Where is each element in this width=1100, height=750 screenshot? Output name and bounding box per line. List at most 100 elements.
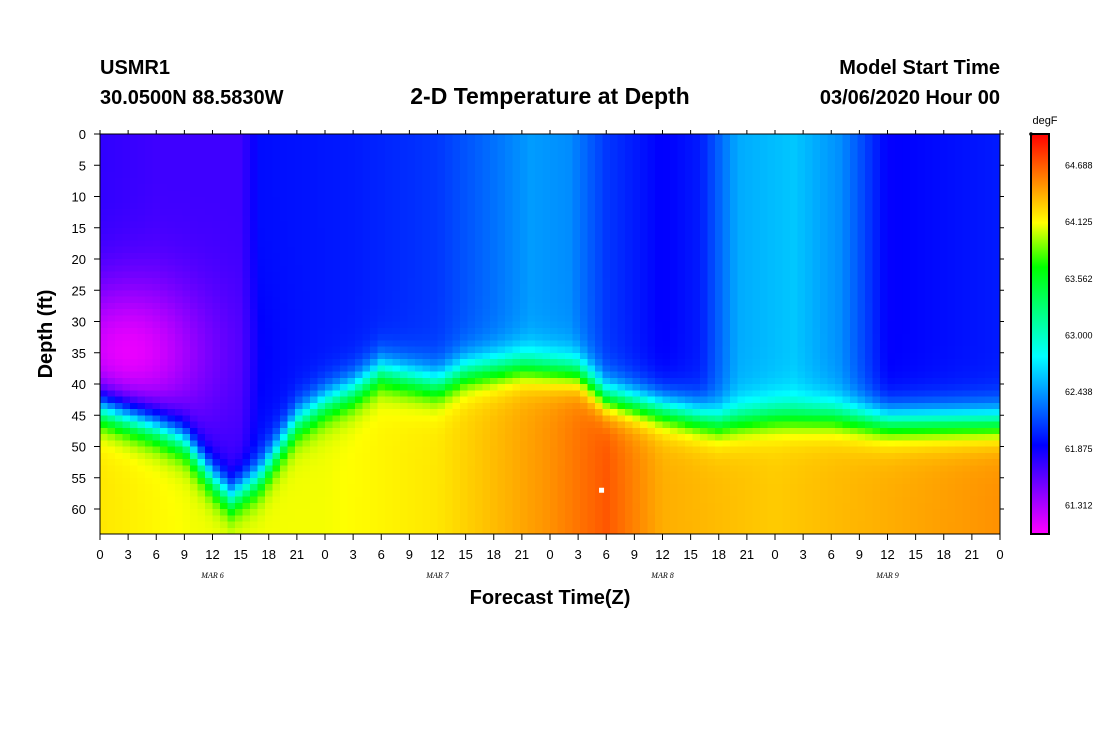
heatmap-cell	[685, 196, 694, 204]
heatmap-cell	[925, 146, 934, 154]
heatmap-cell	[625, 359, 634, 366]
heatmap-cell	[310, 296, 319, 304]
heatmap-cell	[497, 177, 506, 185]
heatmap-cell	[820, 296, 829, 304]
heatmap-cell	[482, 334, 491, 341]
heatmap-cell	[745, 140, 754, 148]
heatmap-cell	[190, 327, 199, 335]
heatmap-cell	[647, 384, 656, 391]
heatmap-cell	[310, 359, 319, 366]
heatmap-cell	[272, 284, 281, 291]
heatmap-cell	[332, 202, 341, 210]
heatmap-cell	[970, 227, 979, 235]
heatmap-cell	[205, 309, 214, 316]
heatmap-cell	[430, 352, 439, 360]
heatmap-cell	[362, 277, 371, 285]
heatmap-cell	[707, 246, 716, 254]
heatmap-cell	[145, 140, 154, 148]
heatmap-cell	[272, 190, 281, 198]
heatmap-cell	[640, 359, 649, 366]
heatmap-cell	[505, 302, 514, 310]
heatmap-cell	[655, 359, 664, 366]
heatmap-cell	[647, 321, 656, 329]
heatmap-cell	[160, 165, 169, 173]
heatmap-cell	[407, 246, 416, 254]
heatmap-cell	[535, 359, 544, 366]
heatmap-cell	[490, 271, 499, 279]
heatmap-cell	[895, 327, 904, 335]
heatmap-cell	[865, 327, 874, 335]
heatmap-cell	[580, 202, 589, 210]
heatmap-cell	[287, 215, 296, 223]
heatmap-cell	[385, 202, 394, 210]
heatmap-cell	[790, 177, 799, 185]
heatmap-cell	[445, 209, 454, 216]
heatmap-cell	[940, 227, 949, 235]
heatmap-cell	[947, 252, 956, 260]
heatmap-cell	[632, 146, 641, 154]
heatmap-cell	[737, 202, 746, 210]
heatmap-cell	[242, 234, 251, 241]
heatmap-cell	[452, 346, 461, 354]
heatmap-cell	[917, 365, 926, 373]
heatmap-cell	[760, 265, 769, 273]
heatmap-cell	[955, 371, 964, 379]
heatmap-cell	[362, 346, 371, 354]
heatmap-cell	[535, 146, 544, 154]
heatmap-cell	[647, 271, 656, 279]
heatmap-cell	[347, 246, 356, 254]
heatmap-cell	[152, 284, 161, 291]
heatmap-cell	[902, 140, 911, 148]
heatmap-cell	[602, 384, 611, 391]
heatmap-cell	[280, 215, 289, 223]
heatmap-cell	[475, 246, 484, 254]
heatmap-cell	[812, 334, 821, 341]
heatmap-cell	[400, 234, 409, 241]
heatmap-cell	[790, 240, 799, 248]
heatmap-cell	[932, 277, 941, 285]
heatmap-cell	[400, 346, 409, 354]
heatmap-cell	[100, 177, 109, 185]
heatmap-cell	[655, 196, 664, 204]
heatmap-cell	[317, 202, 326, 210]
heatmap-cell	[707, 284, 716, 291]
heatmap-cell	[865, 227, 874, 235]
heatmap-cell	[235, 327, 244, 335]
heatmap-cell	[257, 296, 266, 304]
heatmap-cell	[235, 290, 244, 298]
heatmap-cell	[595, 196, 604, 204]
heatmap-cell	[625, 202, 634, 210]
heatmap-cell	[910, 215, 919, 223]
heatmap-cell	[430, 284, 439, 291]
heatmap-cell	[505, 384, 514, 391]
heatmap-cell	[857, 271, 866, 279]
heatmap-cell	[632, 259, 641, 266]
heatmap-cell	[190, 171, 199, 179]
heatmap-cell	[955, 359, 964, 366]
heatmap-cell	[917, 215, 926, 223]
heatmap-cell	[122, 252, 131, 260]
heatmap-cell	[265, 159, 274, 166]
heatmap-cell	[887, 340, 896, 348]
heatmap-cell	[925, 140, 934, 148]
heatmap-cell	[842, 165, 851, 173]
heatmap-cell	[325, 384, 334, 391]
heatmap-cell	[257, 359, 266, 366]
heatmap-cell	[212, 284, 221, 291]
heatmap-cell	[310, 246, 319, 254]
heatmap-cell	[842, 334, 851, 341]
heatmap-cell	[662, 146, 671, 154]
heatmap-cell	[400, 159, 409, 166]
heatmap-cell	[280, 346, 289, 354]
heatmap-cell	[887, 234, 896, 241]
heatmap-cell	[527, 134, 536, 141]
heatmap-cell	[685, 209, 694, 216]
heatmap-cell	[760, 259, 769, 266]
heatmap-cell	[715, 352, 724, 360]
heatmap-cell	[985, 346, 994, 354]
heatmap-cell	[445, 296, 454, 304]
heatmap-cell	[550, 190, 559, 198]
heatmap-cell	[295, 177, 304, 185]
heatmap-cell	[227, 271, 236, 279]
heatmap-cell	[752, 384, 761, 391]
